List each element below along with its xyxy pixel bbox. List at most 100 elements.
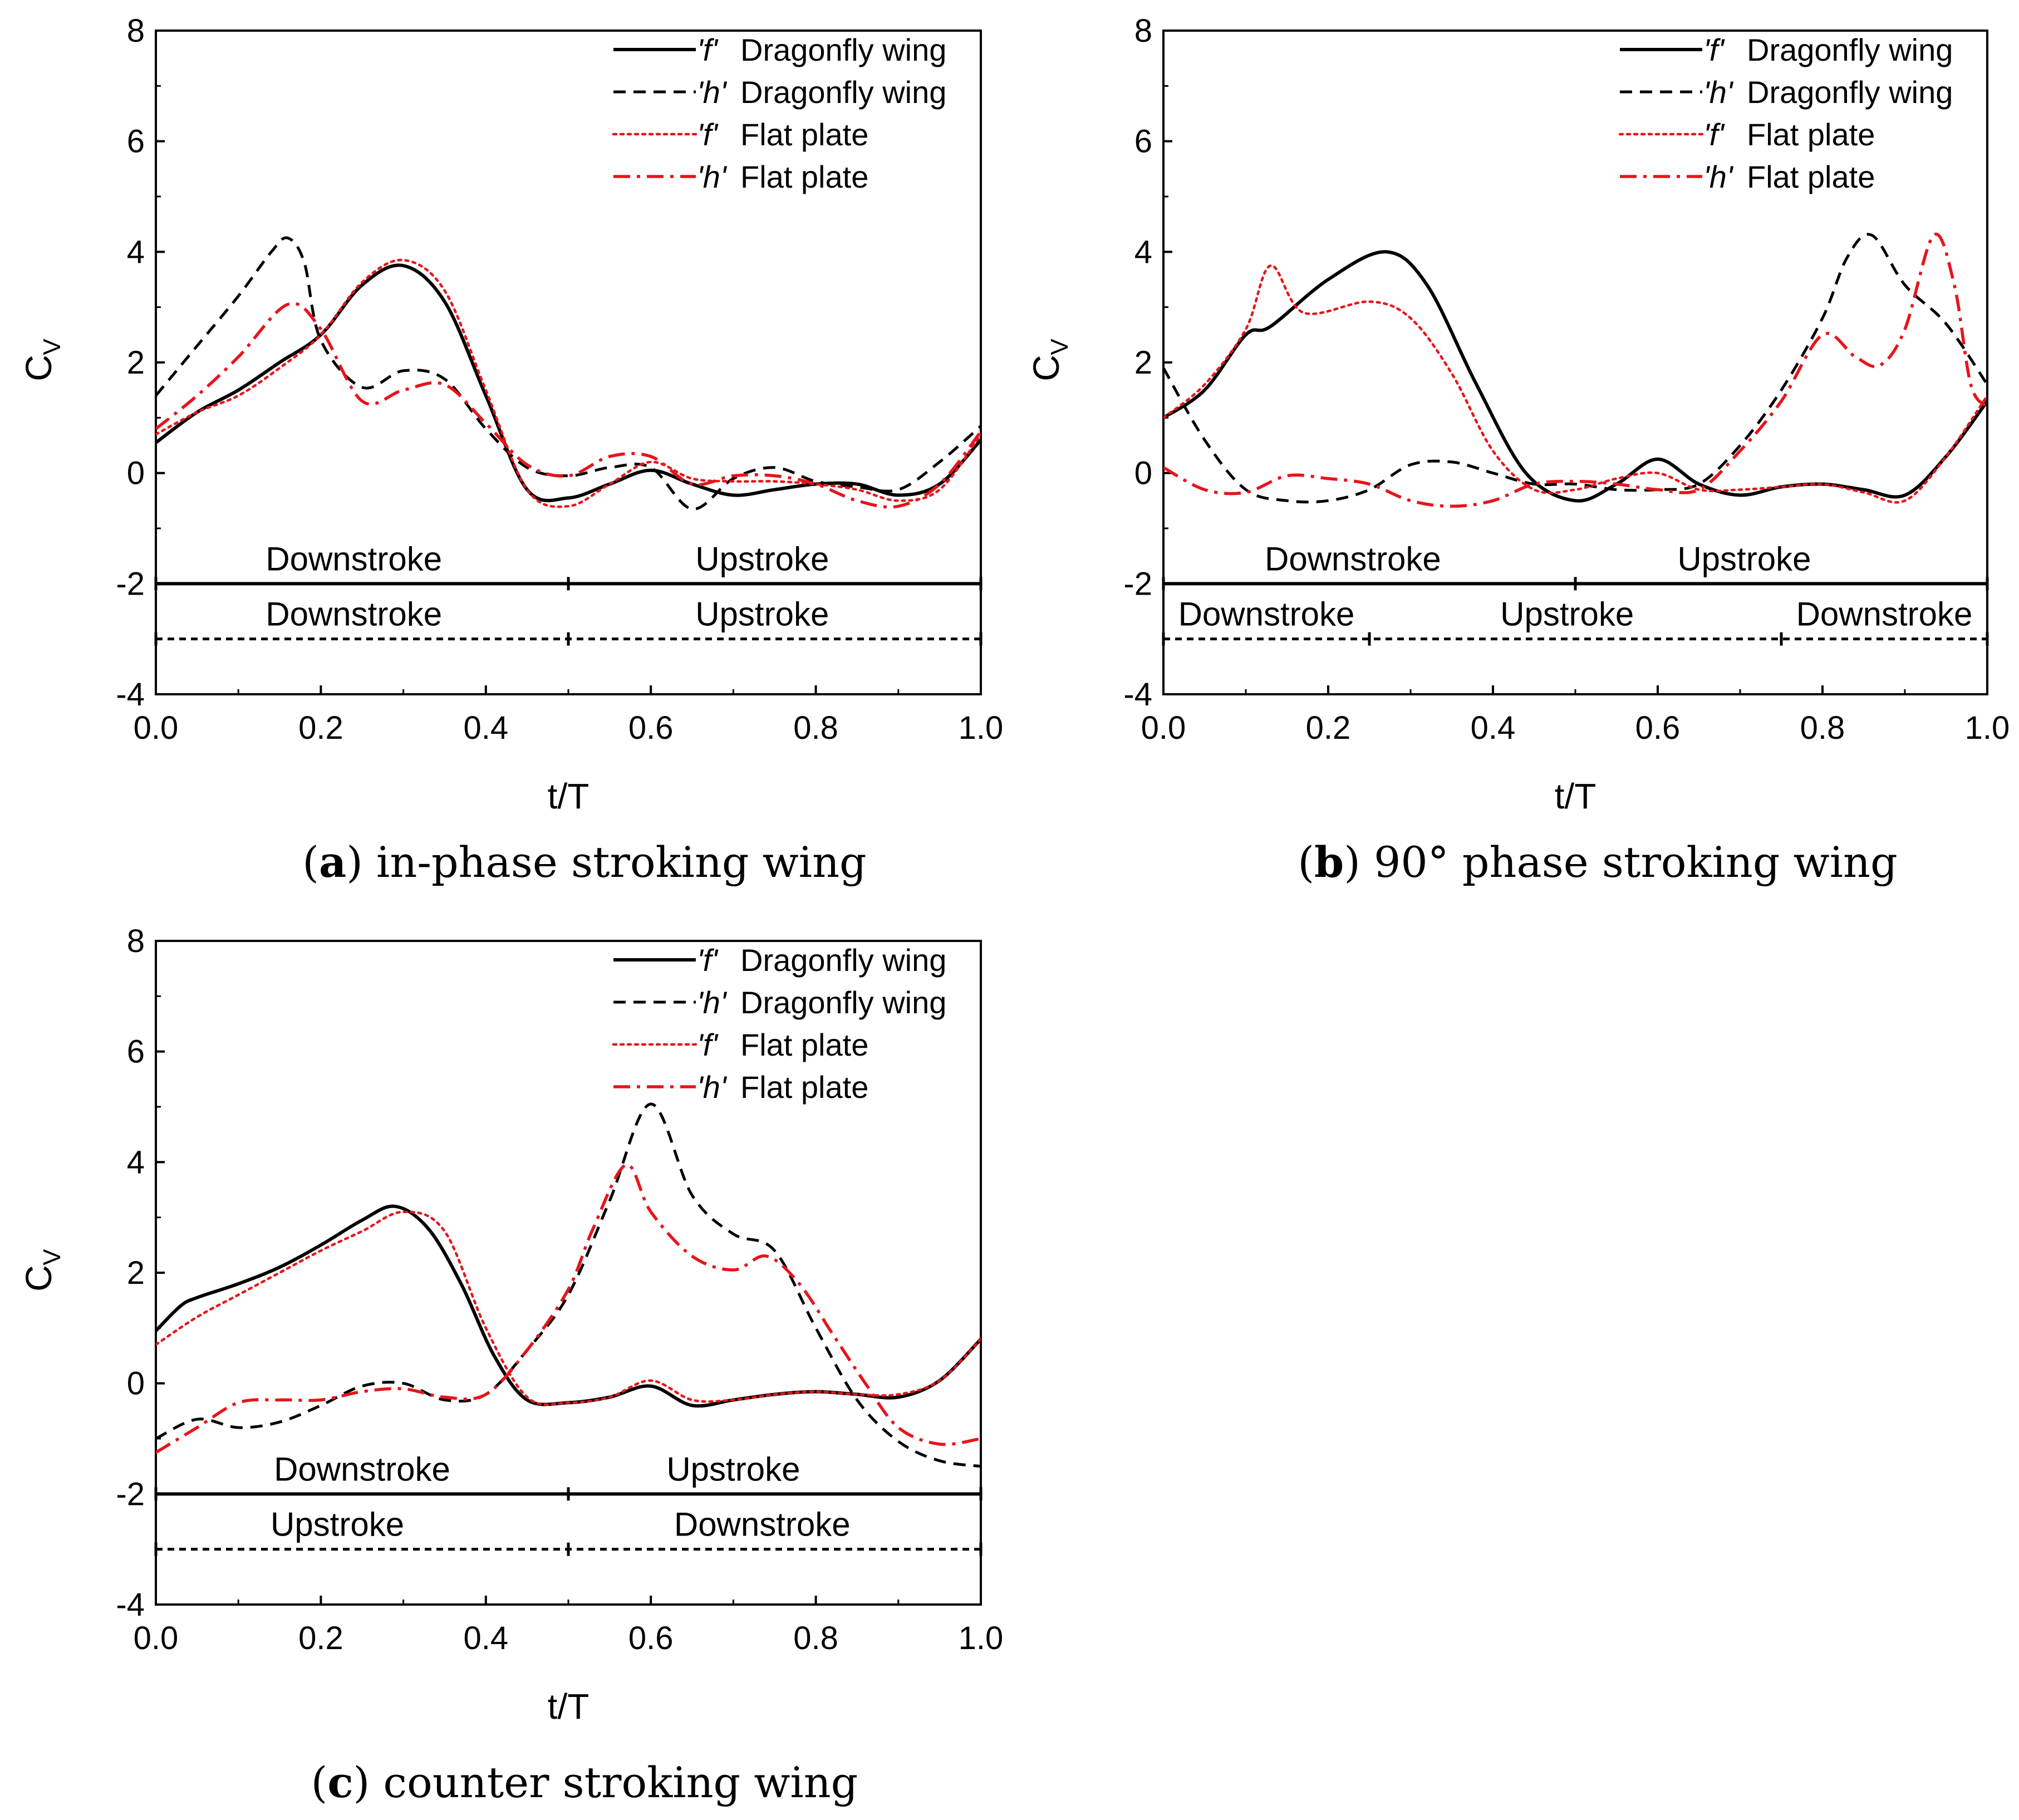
x-tick-label: 0.0 [134,710,179,746]
legend-qualifier: 'f' [697,32,719,67]
legend-qualifier: 'f' [1703,32,1725,67]
stroke-bar: Downstroke Upstroke [154,1450,983,1501]
series-line-3 [156,258,981,508]
stroke-phase-label: Downstroke [266,540,442,577]
x-tick-label: 0.6 [628,1620,674,1656]
series-line-3 [1163,264,1987,504]
caption-text: ) 90° phase stroking wing [1344,837,1897,887]
legend-qualifier: 'h' [697,75,728,110]
panel-caption: (c) counter stroking wing [311,1758,858,1807]
y-tick-label: -2 [1123,566,1152,602]
x-tick-label: 0.8 [1800,710,1845,746]
y-tick-label: 8 [127,923,145,959]
legend-label: Flat plate [1747,117,1875,152]
y-tick-label: 8 [1134,13,1152,49]
y-axis-label-sub: V [38,1249,66,1265]
stroke-phase-label: Downstroke [1178,596,1355,633]
panel-b: -4 -2 0 2 4 6 8 0.0 0.2 0.4 0.6 0.8 1.0 t/T CV Downstro… [1025,13,2010,887]
x-tick-label: 0.0 [1141,710,1186,746]
legend-item: 'h' Dragonfly wing [613,985,946,1020]
stroke-phase-label: Upstroke [1677,540,1811,577]
y-tick-label: 4 [127,234,145,270]
series-line-2 [1163,233,1987,504]
panel-caption: (b) 90° phase stroking wing [1298,837,1897,887]
stroke-phase-label: Upstroke [1500,596,1634,633]
legend-item: 'f' Flat plate [612,1027,868,1062]
stroke-bar: Downstroke Upstroke [154,596,983,646]
legend: 'f' Dragonfly wing 'h' Dragonfly wing 'f' Fla… [612,943,946,1105]
legend-label: Dragonfly wing [1747,32,1953,67]
x-axis-label: t/T [1555,776,1596,816]
series-line-4 [156,1163,981,1454]
legend-label: Dragonfly wing [740,985,946,1020]
series-group [1163,232,1987,508]
panel-caption: (a) in-phase stroking wing [302,837,866,887]
x-tick-label: 0.4 [463,710,508,746]
y-axis-label-main: C [18,355,59,381]
legend-item: 'f' Flat plate [1618,117,1875,152]
legend-label: Flat plate [1747,159,1875,194]
panel-c: -4 -2 0 2 4 6 8 0.0 0.2 0.4 0.6 0.8 1.0 t/T CV Downstro… [18,923,1003,1807]
stroke-bar: Downstroke Upstroke [1162,540,1989,591]
y-tick-label: 6 [1134,124,1152,160]
legend: 'f' Dragonfly wing 'h' Dragonfly wing 'f' Fla… [612,32,946,194]
y-axis-label-sub: V [1046,339,1073,355]
legend-label: Dragonfly wing [740,32,946,67]
caption-letter: b [1314,837,1344,887]
stroke-phase-label: Upstroke [666,1450,800,1488]
legend-label: Flat plate [740,159,868,194]
x-axis-label: t/T [548,776,590,816]
legend-label: Dragonfly wing [740,75,946,110]
y-tick-label: -4 [116,1587,145,1623]
caption-open: ( [311,1758,328,1807]
legend-qualifier: 'f' [1703,117,1725,152]
legend-item: 'f' Dragonfly wing [1620,32,1953,67]
x-tick-label: 0.4 [463,1620,508,1656]
legend-qualifier: 'f' [697,1027,719,1062]
legend-qualifier: 'f' [697,943,719,978]
y-axis-label-sub: V [38,339,66,355]
y-tick-label: 6 [127,124,145,160]
series-line-1 [1163,250,1987,503]
stroke-phase-label: Downstroke [1796,596,1973,633]
y-tick-label: 6 [127,1034,145,1070]
series-line-1 [156,263,981,503]
x-tick-label: 1.0 [1965,710,2010,746]
legend-item: 'f' Dragonfly wing [613,943,946,978]
legend-label: Flat plate [740,117,868,152]
x-tick-label: 0.2 [298,710,343,746]
y-axis-label: CV [1025,339,1073,381]
y-tick-label: 0 [1134,455,1152,492]
stroke-phase-label: Downstroke [674,1506,851,1543]
series-line-4 [1163,232,1987,508]
series-group [156,1102,981,1468]
x-tick-label: 0.6 [1635,710,1681,746]
y-tick-label: -4 [1123,676,1152,713]
stroke-phase-label: Upstroke [271,1506,404,1543]
x-tick-label: 0.4 [1471,710,1516,746]
caption-letter: a [319,837,346,887]
y-tick-label: 0 [127,455,145,492]
x-tick-label: 0.6 [628,710,674,746]
stroke-phase-label: Downstroke [274,1450,450,1488]
x-tick-label: 0.2 [298,1620,343,1656]
stroke-bar: Downstroke Upstroke Downstroke [1162,596,1989,646]
legend-qualifier: 'h' [697,985,728,1020]
y-axis-label: CV [18,339,66,381]
stroke-bar: Upstroke Downstroke [154,1506,983,1556]
y-axis-label-main: C [18,1265,59,1292]
x-tick-label: 0.8 [793,1620,838,1656]
stroke-phase-label: Upstroke [695,540,829,577]
caption-open: ( [302,837,319,887]
x-tick-label: 1.0 [959,710,1004,746]
y-tick-label: -2 [116,566,145,602]
caption-open: ( [1298,837,1314,887]
stroke-bar: Downstroke Upstroke [154,540,983,591]
x-axis-label: t/T [548,1686,590,1726]
stroke-phase-label: Downstroke [1265,540,1441,577]
legend-label: Flat plate [740,1027,868,1062]
stroke-phase-label: Upstroke [695,596,829,633]
y-tick-label: 2 [127,345,145,381]
x-tick-label: 1.0 [959,1620,1004,1656]
